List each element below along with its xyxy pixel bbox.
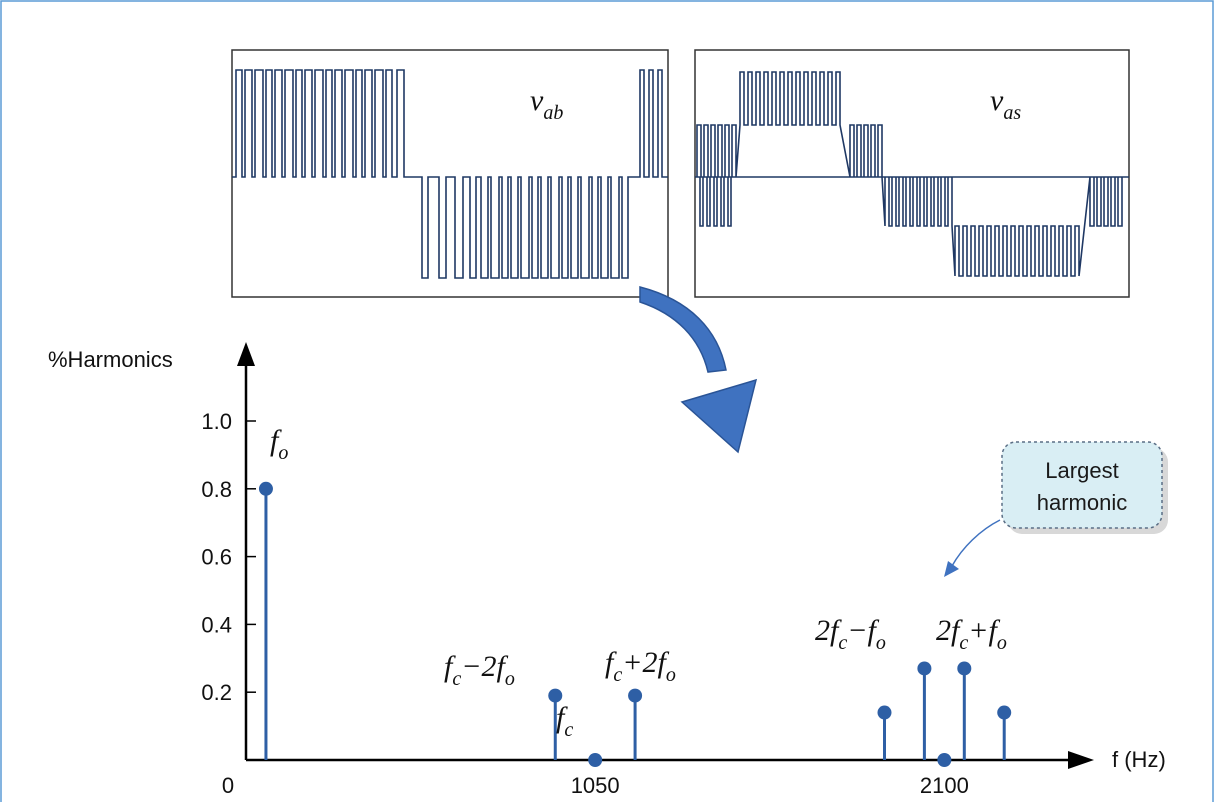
callout-box xyxy=(1001,441,1163,529)
line-voltage-symbol: v xyxy=(530,84,544,117)
spectrum-arrow xyxy=(639,286,758,454)
y-tick-label: 0.4 xyxy=(201,612,232,637)
y-tick-label: 0.6 xyxy=(201,545,232,570)
math-part: c xyxy=(564,719,573,741)
y-axis-title: %Harmonics xyxy=(48,347,173,372)
callout-pointer xyxy=(951,519,1001,567)
phase-voltage-symbol: v xyxy=(990,84,1004,117)
math-part: o xyxy=(997,632,1007,654)
x-tick-group: 0 1050 2100 xyxy=(222,773,969,798)
x-tick-label: 2100 xyxy=(920,773,969,798)
phase-voltage-label: vas xyxy=(990,84,1021,124)
label-fc-plus-2fo: fc+2fo xyxy=(605,646,676,686)
label-2fc-minus-fo: 2fc−fo xyxy=(815,614,886,654)
label-fundamental-sub: o xyxy=(278,442,288,464)
line-voltage-waveform xyxy=(232,69,668,279)
math-part: c xyxy=(959,632,968,654)
largest-harmonic-callout: Largest harmonic xyxy=(944,441,1168,577)
math-part: o xyxy=(666,664,676,686)
stem-marker xyxy=(628,688,643,703)
y-tick-label: 0.8 xyxy=(201,477,232,502)
x-tick-label: 1050 xyxy=(571,773,620,798)
callout-pointer-head xyxy=(944,561,959,577)
stem-marker xyxy=(937,753,952,767)
math-part: c xyxy=(613,664,622,686)
line-voltage-subscript: ab xyxy=(543,102,563,124)
y-tick-label: 1.0 xyxy=(201,409,232,434)
stem-marker xyxy=(258,481,273,496)
y-tick-group: 0.2 0.4 0.6 0.8 1.0 xyxy=(201,409,256,705)
stem-marker xyxy=(997,705,1012,720)
math-part: 2f xyxy=(815,614,842,647)
phase-voltage-subscript: as xyxy=(1003,102,1021,124)
label-2fc-plus-fo: 2fc+fo xyxy=(936,614,1007,654)
math-part: o xyxy=(505,668,515,690)
spectrum-arrow-head xyxy=(680,378,758,454)
x-tick-label: 0 xyxy=(222,773,234,798)
stem-marker xyxy=(957,661,972,676)
y-tick-label: 0.2 xyxy=(201,680,232,705)
math-part: +f xyxy=(968,614,1000,647)
x-axis-arrowhead xyxy=(1068,751,1094,769)
line-voltage-panel-border xyxy=(231,49,669,298)
stem-series xyxy=(258,481,1012,767)
math-part: −2f xyxy=(461,650,508,683)
stem-marker xyxy=(548,688,563,703)
stem-marker xyxy=(917,661,932,676)
phase-voltage-waveform xyxy=(695,71,1129,277)
label-fc-minus-2fo: fc−2fo xyxy=(444,650,515,690)
math-part: 2f xyxy=(936,614,963,647)
math-part: −f xyxy=(847,614,879,647)
chart-axes xyxy=(237,342,1094,769)
y-axis-arrowhead xyxy=(237,342,255,366)
callout-line-1: Largest xyxy=(1045,458,1118,483)
line-voltage-label: vab xyxy=(530,84,563,124)
x-axis-title: f (Hz) xyxy=(1112,747,1166,772)
stem-marker xyxy=(877,705,892,720)
stem-marker xyxy=(588,753,603,767)
math-part: +2f xyxy=(622,646,669,679)
math-part: o xyxy=(876,632,886,654)
phase-voltage-panel: vas xyxy=(694,49,1130,298)
spectrum-arrow-body xyxy=(639,286,727,373)
callout-line-2: harmonic xyxy=(1037,490,1127,515)
math-part: c xyxy=(452,668,461,690)
math-part: c xyxy=(838,632,847,654)
line-voltage-panel: vab xyxy=(231,49,669,298)
